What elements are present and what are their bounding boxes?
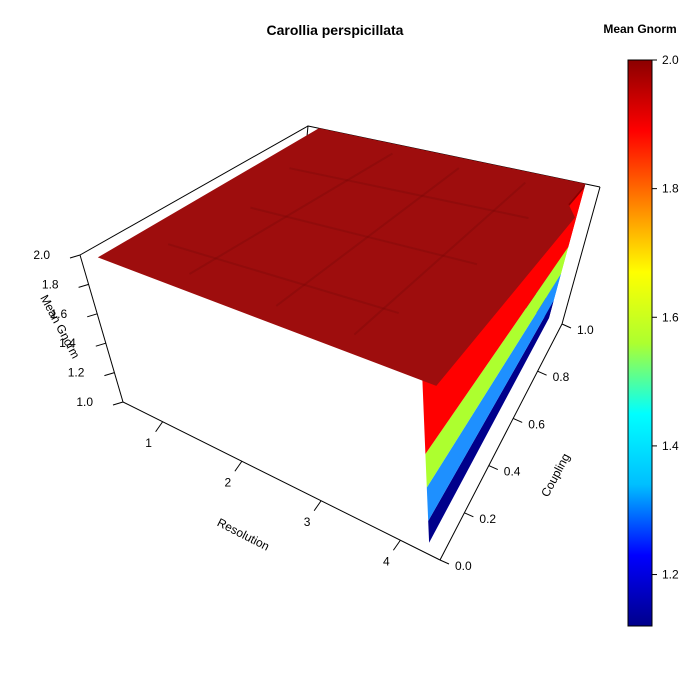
side-band xyxy=(428,300,554,543)
z-tick-label: 2.0 xyxy=(33,248,50,262)
x-tick xyxy=(234,460,243,472)
z-tick xyxy=(95,342,106,347)
y-tick xyxy=(537,370,547,376)
x-tick-label: 3 xyxy=(304,515,311,529)
x-axis-line xyxy=(122,401,441,561)
y-tick xyxy=(512,417,523,423)
x-tick xyxy=(392,539,401,551)
y-tick xyxy=(464,512,474,518)
y-tick-label: 0.4 xyxy=(504,465,521,479)
y-tick-label: 1.0 xyxy=(577,323,594,337)
z-tick-label: 1.0 xyxy=(76,395,93,409)
surface-texture xyxy=(250,206,478,266)
x-tick-label: 2 xyxy=(225,475,232,489)
box-back-edges xyxy=(79,125,309,256)
x-axis-title: Resolution xyxy=(215,515,272,553)
y-tick xyxy=(488,465,499,471)
side-band xyxy=(426,274,561,521)
z-tick xyxy=(69,254,81,259)
z-tick-label: 1.4 xyxy=(59,336,76,350)
y-tick xyxy=(561,323,572,329)
z-tick xyxy=(78,283,89,288)
surface-texture xyxy=(353,181,526,336)
z-axis-line xyxy=(79,254,124,403)
colorbar-tick-label: 1.8 xyxy=(662,182,679,196)
y-tick xyxy=(439,559,450,565)
y-tick-label: 0.2 xyxy=(479,512,496,526)
surface-texture xyxy=(275,167,460,307)
z-tick-label: 1.2 xyxy=(68,366,85,380)
x-tick xyxy=(155,421,164,433)
y-tick-label: 0.6 xyxy=(528,417,545,431)
colorbar-tick-label: 1.6 xyxy=(662,310,679,324)
colorbar-title: Mean Gnorm xyxy=(603,22,677,36)
chart-title: Carollia perspicillata xyxy=(266,22,404,38)
colorbar xyxy=(627,59,653,627)
z-tick xyxy=(87,313,98,318)
z-tick xyxy=(112,401,124,406)
x-tick-label: 1 xyxy=(145,436,152,450)
y-tick-label: 0.8 xyxy=(553,370,570,384)
box-right-edge xyxy=(561,186,601,325)
side-band xyxy=(425,247,569,488)
colorbar-tick-label: 1.2 xyxy=(662,568,679,582)
surface-texture xyxy=(289,167,529,220)
surface-texture xyxy=(189,152,394,275)
colorbar-tick-label: 1.4 xyxy=(662,439,679,453)
y-axis-line xyxy=(439,323,563,561)
z-tick-label: 1.6 xyxy=(51,307,68,321)
surface-top xyxy=(97,128,586,386)
y-axis-title: Coupling xyxy=(538,451,573,499)
surface-texture xyxy=(167,243,400,314)
x-tick-label: 4 xyxy=(383,554,390,568)
colorbar-tick-label: 2.0 xyxy=(662,53,679,67)
z-tick xyxy=(104,372,115,377)
x-tick xyxy=(313,500,322,512)
z-axis-title: Mean Gnorm xyxy=(37,292,82,360)
y-tick-label: 0.0 xyxy=(455,559,472,573)
z-tick-label: 1.8 xyxy=(42,277,59,291)
